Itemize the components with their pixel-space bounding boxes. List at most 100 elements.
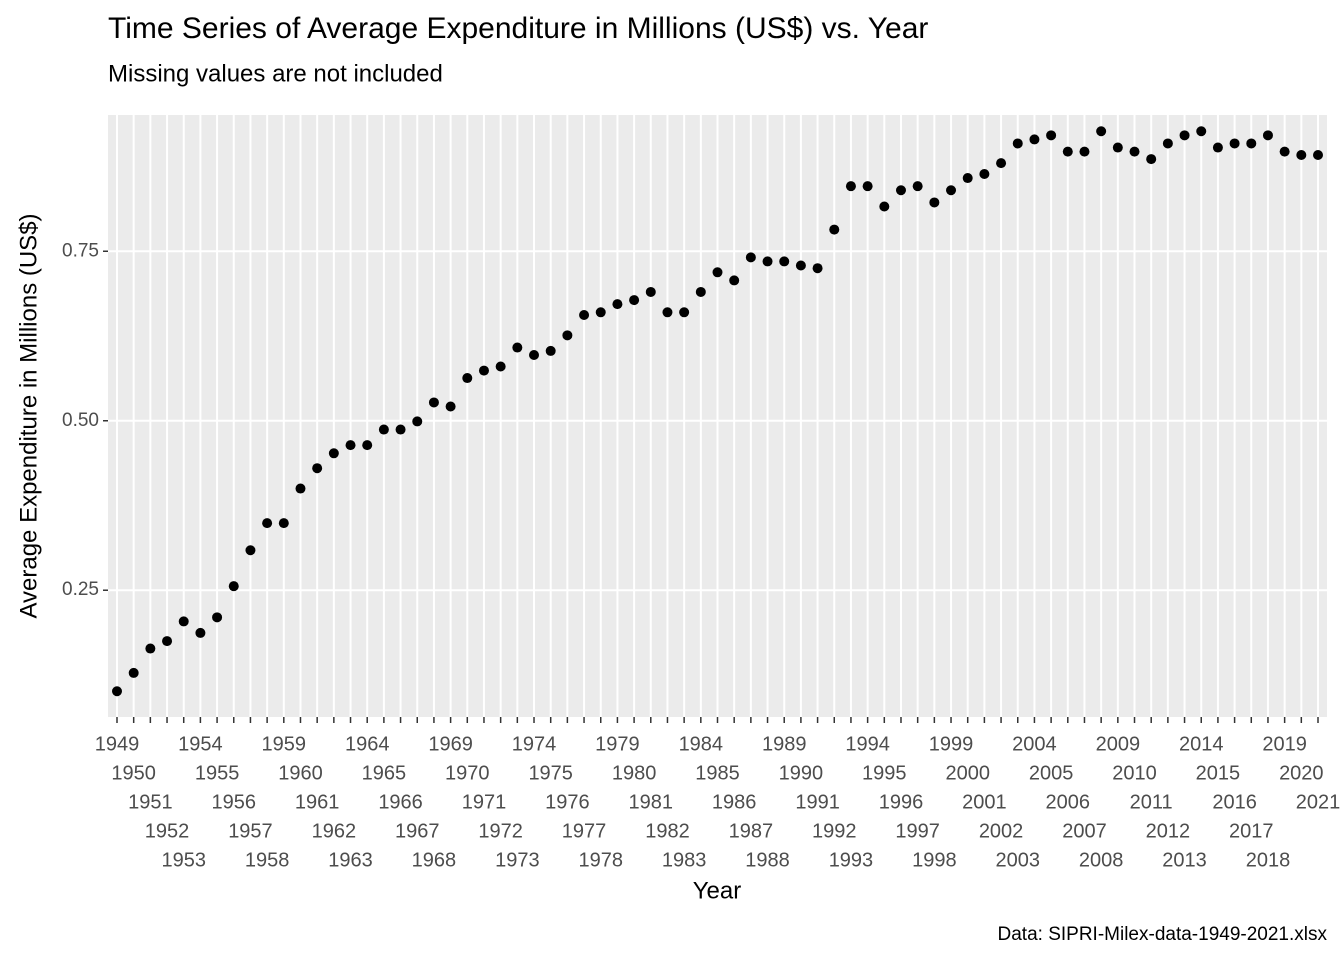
chart-subtitle: Missing values are not included [108,60,443,87]
x-tick-label: 1980 [612,762,657,784]
point [1246,138,1257,149]
x-tick-label: 1976 [545,791,590,813]
x-tick-label: 1957 [228,820,273,842]
x-tick-label: 2019 [1262,733,1307,755]
point [662,307,673,318]
x-tick-label: 1951 [128,791,173,813]
point [1029,134,1040,145]
x-tick-label: 2004 [1012,733,1057,755]
point [829,224,840,235]
point [1296,149,1307,160]
point [428,397,439,408]
point [1313,149,1323,160]
x-tick-label: 1999 [929,733,974,755]
point [996,158,1007,169]
x-tick-label: 1967 [395,820,440,842]
point [929,197,940,208]
point [512,342,523,353]
x-tick-label: 1952 [145,820,190,842]
x-tick-label: 1961 [295,791,340,813]
x-tick-label: 2003 [996,849,1041,871]
point [445,401,456,412]
point [278,518,289,529]
point [1062,146,1073,157]
point [478,365,489,376]
point [745,252,756,263]
x-tick-label: 2009 [1096,733,1141,755]
x-tick-label: 1963 [328,849,373,871]
point [1096,126,1107,137]
x-tick-label: 1977 [562,820,607,842]
x-tick-label: 1996 [879,791,924,813]
x-tick-label: 1987 [729,820,774,842]
caption: Data: SIPRI-Milex-data-1949-2021.xlsx [998,924,1328,945]
x-tick-label: 2012 [1146,820,1191,842]
x-tick-label: 1949 [95,733,140,755]
x-tick-label: 1994 [845,733,890,755]
point [1012,138,1023,149]
point [145,643,156,654]
point [679,307,690,318]
point [862,181,873,192]
x-tick-label: 1973 [495,849,540,871]
x-tick-label: 1978 [578,849,623,871]
x-tick-label: 2013 [1162,849,1207,871]
x-tick-label: 2016 [1212,791,1257,813]
x-tick-label: 1968 [412,849,457,871]
x-tick-label: 2007 [1062,820,1107,842]
point [879,201,890,212]
x-tick-label: 2018 [1246,849,1291,871]
point [1229,138,1240,149]
x-tick-label: 1981 [629,791,674,813]
point [1112,142,1123,153]
x-tick-label: 2015 [1196,762,1241,784]
x-tick-label: 1955 [195,762,240,784]
x-tick-label: 2001 [962,791,1007,813]
point [228,581,239,592]
x-tick-label: 2011 [1130,791,1173,813]
point [212,612,223,623]
point [462,373,473,384]
x-tick-label: 1958 [245,849,290,871]
point [495,361,506,372]
x-tick-label: 1969 [428,733,473,755]
point [362,440,373,451]
x-tick-label: 1998 [912,849,957,871]
x-tick-label: 1971 [462,791,507,813]
point [712,267,723,278]
point [912,181,923,192]
point [946,185,957,196]
point [1179,130,1190,141]
x-tick-label: 1966 [378,791,423,813]
y-tick-label: 0.50 [62,410,99,431]
point [562,330,573,341]
point [645,286,656,297]
point [1079,146,1090,157]
point [345,440,356,451]
x-tick-label: 1979 [595,733,640,755]
x-tick-label: 1989 [762,733,807,755]
x-tick-label: 2005 [1029,762,1074,784]
x-tick-label: 1972 [478,820,523,842]
x-tick-label: 1964 [345,733,390,755]
point [962,173,973,184]
point [612,299,623,310]
x-tick-label: 1984 [679,733,724,755]
x-tick-label: 1970 [445,762,490,784]
point [695,286,706,297]
x-tick-label: 1956 [212,791,257,813]
x-tick-label: 1985 [695,762,740,784]
point [1129,146,1140,157]
x-tick-label: 1950 [111,762,156,784]
x-tick-label: 1975 [528,762,573,784]
y-tick-label: 0.75 [62,240,99,261]
x-tick-label: 1997 [895,820,940,842]
point [845,181,856,192]
x-tick-label: 2000 [945,762,990,784]
x-tick-label: 1991 [795,791,840,813]
point [1279,146,1290,157]
point [128,667,139,678]
y-tick-label: 0.25 [62,579,99,600]
